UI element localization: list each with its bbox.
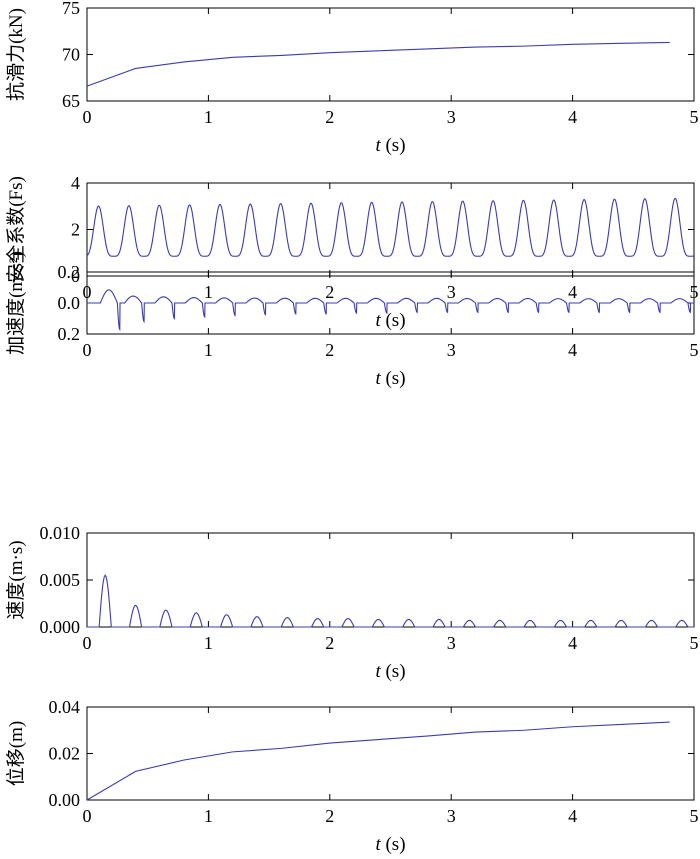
x-tick-label: 3	[447, 107, 456, 127]
x-tick-label: 4	[568, 107, 577, 127]
y-tick-label: 0.2	[58, 324, 81, 344]
y-tick-label: 65	[62, 91, 80, 111]
chart-panel-3: 0 1 2 3 4 5 0.2 0.0 0.2 t (s) 加速度(m·s²)	[5, 251, 699, 389]
data-series-line	[86, 721, 670, 801]
y-tick-label: 4	[71, 173, 80, 193]
x-tick-label: 2	[325, 806, 334, 826]
y-tick-label: 0.2	[58, 262, 81, 282]
y-axis-label: 位移(m)	[5, 721, 27, 786]
x-tick-label: 0	[83, 107, 92, 127]
y-tick-label: 0.005	[40, 570, 81, 590]
data-series-line	[86, 41, 670, 87]
x-tick-label: 5	[690, 340, 699, 360]
y-axis-label: 抗滑力(kN)	[5, 8, 27, 101]
x-tick-label: 2	[325, 340, 334, 360]
x-tick-label: 4	[568, 282, 577, 302]
x-tick-label: 3	[447, 340, 456, 360]
x-tick-label: 1	[204, 806, 213, 826]
x-tick-label: 1	[204, 340, 213, 360]
x-tick-label: 1	[204, 107, 213, 127]
y-tick-label: 70	[62, 45, 80, 65]
y-tick-label: 75	[62, 0, 80, 18]
chart-panel-1: 0 1 2 3 4 5 65 70 75 t (s) 抗滑力(kN)	[5, 0, 699, 156]
y-tick-label: 0.000	[40, 617, 81, 637]
y-axis-label: 速度(m·s)	[5, 540, 27, 619]
x-tick-label: 5	[690, 806, 699, 826]
chart-panel-4: 0 1 2 3 4 5 0.000 0.005 0.010 t (s) 速度(m·s)	[5, 523, 699, 682]
x-tick-label: 2	[325, 107, 334, 127]
plot-frame	[86, 182, 695, 277]
x-axis-label: t (s)	[375, 135, 405, 156]
plot-frame	[86, 7, 695, 102]
x-tick-label: 0	[83, 806, 92, 826]
y-axis-label: 安全系数(Fs)	[5, 176, 27, 283]
x-tick-label: 4	[568, 340, 577, 360]
y-tick-label: 0.010	[40, 523, 81, 543]
x-axis-label: t (s)	[375, 310, 405, 331]
data-series-line	[87, 289, 694, 332]
x-tick-label: 0	[83, 633, 92, 653]
y-tick-label: 0.04	[49, 697, 81, 717]
x-axis-label: t (s)	[375, 368, 405, 389]
x-tick-label: 4	[568, 806, 577, 826]
x-axis-label: t (s)	[375, 661, 405, 682]
plot-frame	[86, 706, 695, 801]
x-tick-label: 2	[325, 633, 334, 653]
x-tick-label: 5	[690, 633, 699, 653]
data-series-line	[86, 197, 695, 257]
x-tick-label: 1	[204, 633, 213, 653]
y-tick-label: 0	[71, 266, 80, 286]
x-tick-label: 3	[447, 282, 456, 302]
x-tick-label: 3	[447, 806, 456, 826]
x-tick-label: 3	[447, 633, 456, 653]
data-series-line	[87, 574, 694, 628]
x-tick-label: 4	[568, 633, 577, 653]
y-tick-label: 0.00	[49, 790, 81, 810]
x-tick-label: 0	[83, 340, 92, 360]
x-axis-label: t (s)	[375, 834, 405, 854]
x-tick-label: 5	[690, 107, 699, 127]
plot-frame	[86, 532, 695, 628]
y-axis-label: 加速度(m·s²)	[5, 251, 27, 355]
chart-panel-5: 0 1 2 3 4 5 0.00 0.02 0.04 t (s) 位移(m)	[5, 697, 699, 855]
y-tick-label: 0.02	[49, 744, 81, 764]
x-tick-label: 2	[325, 282, 334, 302]
y-tick-label: 0.0	[58, 293, 81, 313]
y-tick-label: 2	[71, 220, 80, 240]
x-tick-label: 1	[204, 282, 213, 302]
